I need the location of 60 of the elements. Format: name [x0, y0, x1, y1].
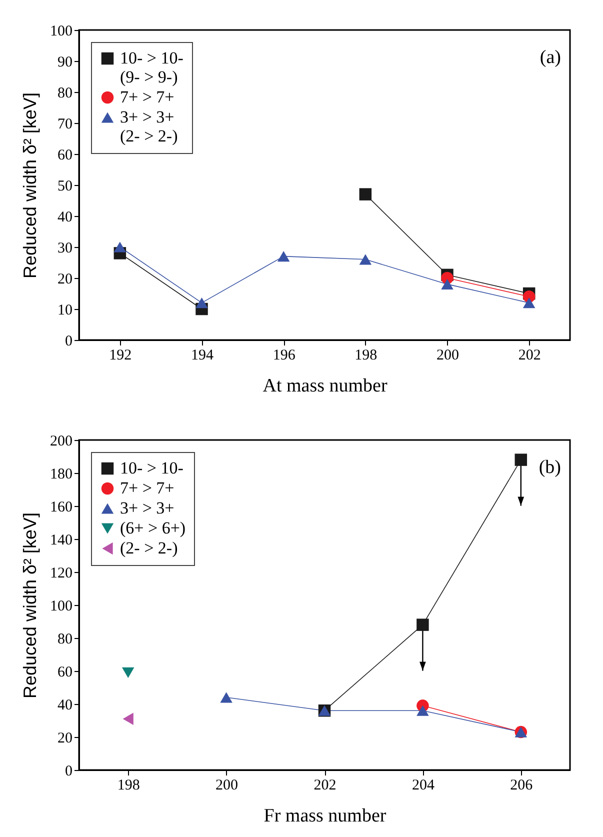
legend-label: (2- > 2-) — [120, 538, 178, 558]
annotation: (a) — [540, 47, 561, 68]
x-tick-label: 202 — [518, 348, 541, 364]
point — [196, 297, 208, 308]
y-tick-label: 0 — [65, 334, 72, 350]
y-tick-label: 70 — [58, 116, 72, 132]
point — [416, 705, 429, 716]
y-tick-label: 0 — [65, 764, 72, 780]
x-tick-label: 192 — [109, 348, 132, 364]
x-tick-label: 204 — [412, 778, 435, 794]
point — [114, 242, 126, 252]
legend-label: 3+ > 3+ — [120, 498, 174, 518]
y-tick-label: 80 — [58, 86, 72, 102]
point — [416, 618, 429, 631]
y-tick-label: 100 — [50, 24, 72, 40]
y-tick-label: 80 — [58, 632, 72, 648]
legend-label: 7+ > 7+ — [120, 88, 174, 106]
x-tick-label: 198 — [354, 348, 378, 364]
y-tick-label: 10 — [58, 302, 72, 318]
y-tick-label: 40 — [58, 210, 72, 226]
point — [277, 250, 290, 262]
point — [122, 667, 134, 678]
y-tick-label: 90 — [58, 54, 72, 70]
y-tick-label: 50 — [58, 178, 72, 194]
y-tick-label: 60 — [58, 664, 72, 680]
y-tick-label: 40 — [58, 698, 72, 714]
point — [522, 297, 536, 308]
y-tick-label: 200 — [50, 434, 72, 450]
point — [220, 692, 232, 703]
y-tick-label: 100 — [50, 598, 72, 614]
y-tick-label: 180 — [50, 466, 72, 482]
y-axis-title: Reduced width δ² [keV] — [20, 512, 40, 699]
legend-label: (6+ > 6+) — [120, 518, 186, 538]
x-axis-title: Fr mass number — [264, 806, 387, 826]
x-tick-label: 196 — [272, 348, 296, 364]
y-tick-label: 30 — [58, 240, 72, 256]
annotation: (b) — [538, 457, 561, 478]
point — [359, 188, 372, 200]
y-tick-label: 20 — [58, 272, 72, 288]
y-tick-label: 60 — [58, 148, 72, 164]
x-axis-title: At mass number — [262, 376, 388, 396]
legend-label: 10- > 10- (9- > 9-) — [120, 48, 184, 86]
y-tick-label: 160 — [50, 500, 72, 516]
x-tick-label: 200 — [216, 778, 238, 794]
point — [122, 712, 134, 725]
x-tick-label: 206 — [510, 778, 534, 794]
point — [441, 278, 454, 290]
legend-label: 7+ > 7+ — [120, 478, 174, 498]
point — [359, 254, 372, 265]
x-tick-label: 194 — [191, 348, 214, 364]
y-tick-label: 20 — [58, 730, 72, 746]
x-tick-label: 202 — [314, 778, 336, 794]
y-tick-label: 140 — [50, 532, 72, 548]
y-tick-label: 120 — [50, 566, 72, 582]
legend-label: 3+ > 3+ (2- > 2-) — [120, 108, 178, 146]
x-tick-label: 198 — [117, 778, 140, 794]
x-tick-label: 200 — [436, 348, 459, 364]
y-axis-title: Reduced width δ² [keV] — [20, 92, 40, 279]
point — [514, 454, 528, 466]
legend-label: 10- > 10- — [120, 458, 184, 478]
